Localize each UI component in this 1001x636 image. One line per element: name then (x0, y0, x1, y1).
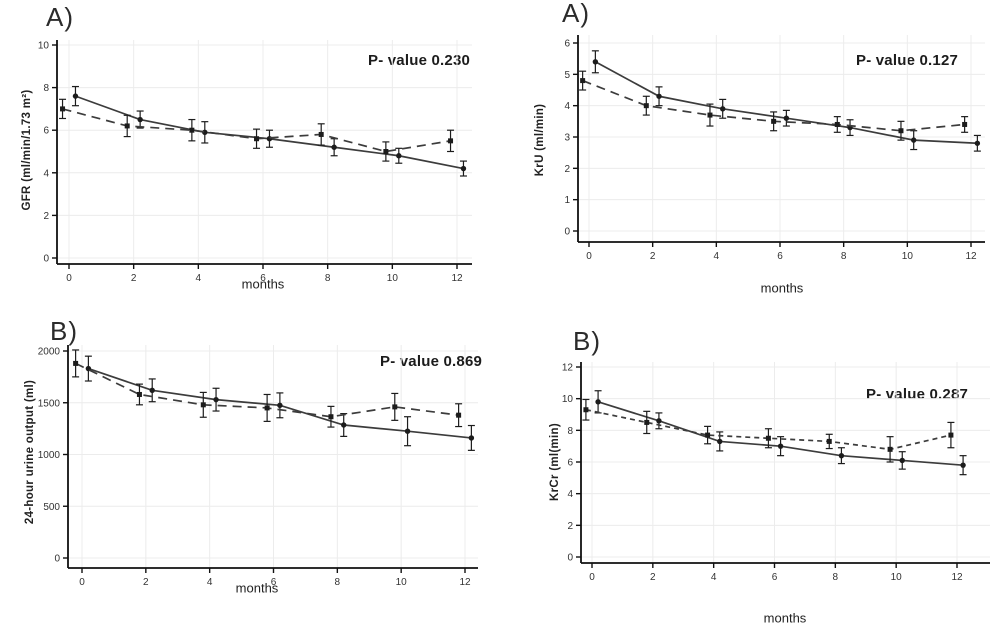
svg-text:12: 12 (451, 273, 463, 284)
svg-text:4: 4 (714, 251, 720, 262)
svg-text:10: 10 (902, 251, 914, 262)
svg-text:4: 4 (711, 572, 717, 583)
svg-text:8: 8 (833, 572, 839, 583)
svg-text:12: 12 (459, 577, 471, 588)
svg-text:8: 8 (325, 273, 331, 284)
svg-text:6: 6 (564, 39, 570, 50)
svg-text:8: 8 (43, 83, 49, 94)
svg-text:4: 4 (196, 273, 202, 284)
svg-text:6: 6 (777, 251, 783, 262)
svg-text:10: 10 (396, 577, 408, 588)
svg-text:500: 500 (43, 502, 60, 513)
svg-text:8: 8 (567, 426, 573, 437)
x-axis-label-months: months (763, 610, 807, 626)
svg-text:2: 2 (567, 521, 573, 532)
svg-text:1500: 1500 (38, 398, 61, 409)
svg-text:8: 8 (335, 577, 341, 588)
panel-label-b1: B) (50, 316, 78, 346)
svg-text:0: 0 (79, 577, 85, 588)
svg-text:2: 2 (650, 251, 656, 262)
svg-text:6: 6 (43, 126, 49, 137)
svg-text:2000: 2000 (38, 347, 61, 358)
svg-text:12: 12 (562, 363, 574, 374)
svg-text:2: 2 (650, 572, 656, 583)
svg-text:6: 6 (260, 273, 266, 284)
panel-label-b2: B) (573, 326, 601, 356)
plot-area-krcr: 0 2 4 6 8 10 12 0 2 4 6 8 10 12 (562, 362, 990, 583)
plot-area-gfr: 0 2 4 6 8 10 0 2 4 6 8 10 12 (38, 40, 472, 284)
p-value-annotation: P- value 0.230 (368, 52, 471, 69)
svg-text:4: 4 (567, 489, 573, 500)
svg-text:8: 8 (841, 251, 847, 262)
svg-text:2: 2 (131, 273, 137, 284)
svg-text:0: 0 (567, 553, 573, 564)
svg-text:10: 10 (562, 394, 574, 405)
panel-label-a2: A) (562, 0, 590, 28)
chart-krcr: B) KrCr (ml(min) months P- value 0.287 0… (500, 310, 1001, 636)
svg-text:0: 0 (586, 251, 592, 262)
x-axis-label-months: months (241, 276, 285, 292)
svg-text:0: 0 (66, 273, 72, 284)
svg-text:4: 4 (207, 577, 213, 588)
svg-text:4: 4 (564, 101, 570, 112)
x-axis-label-months: months (760, 280, 804, 296)
svg-text:1000: 1000 (38, 450, 61, 461)
svg-text:2: 2 (143, 577, 149, 588)
svg-text:12: 12 (951, 572, 963, 583)
svg-text:10: 10 (891, 572, 903, 583)
svg-text:6: 6 (567, 458, 573, 469)
plot-area-urine-output: 0 500 1000 1500 2000 0 2 4 6 8 10 12 (38, 345, 478, 588)
svg-text:1: 1 (564, 195, 570, 206)
panel-label-a1: A) (46, 2, 74, 32)
svg-text:6: 6 (271, 577, 277, 588)
chart-urine-output: B) 24-hour urine output (ml) months P- v… (0, 310, 500, 636)
svg-text:4: 4 (43, 168, 49, 179)
svg-text:10: 10 (387, 273, 399, 284)
svg-text:0: 0 (589, 572, 595, 583)
svg-text:3: 3 (564, 133, 570, 144)
svg-text:12: 12 (965, 251, 977, 262)
svg-text:6: 6 (772, 572, 778, 583)
chart-gfr: A) GFR (ml/min/1.73 m²) months P- value … (0, 0, 500, 310)
svg-text:0: 0 (54, 554, 60, 565)
svg-text:2: 2 (564, 164, 570, 175)
p-value-annotation: P- value 0.869 (380, 353, 483, 370)
svg-text:0: 0 (564, 227, 570, 238)
svg-text:2: 2 (43, 211, 49, 222)
svg-text:10: 10 (38, 41, 50, 52)
x-axis-label-months: months (235, 580, 279, 596)
svg-text:5: 5 (564, 70, 570, 81)
svg-text:0: 0 (43, 254, 49, 265)
